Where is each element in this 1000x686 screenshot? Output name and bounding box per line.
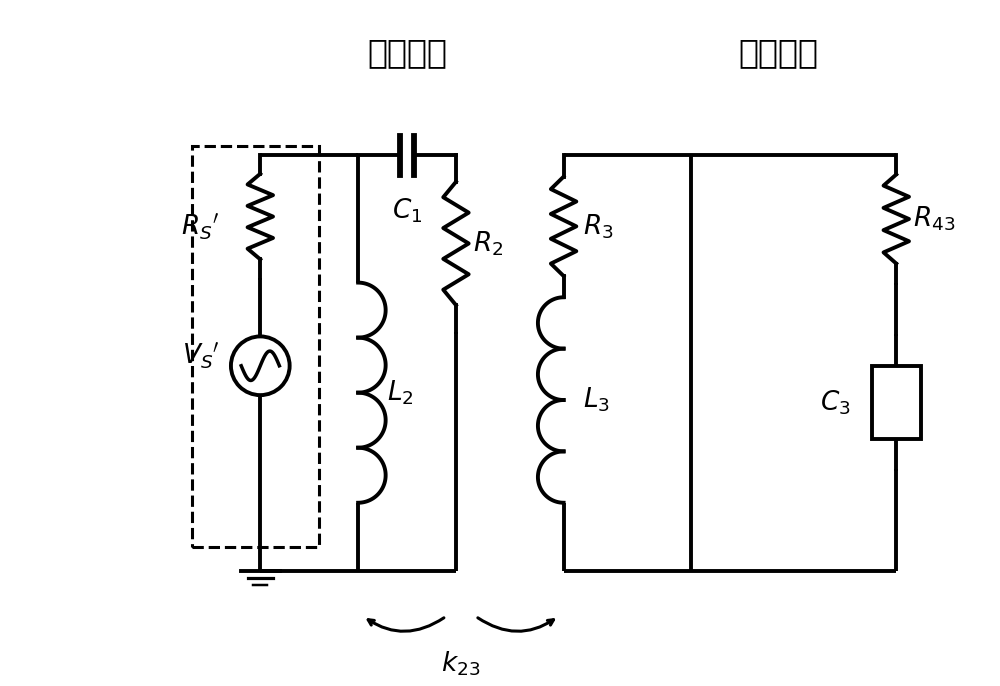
Text: $R_2$: $R_2$ — [473, 229, 503, 258]
Text: $L_2$: $L_2$ — [387, 379, 414, 407]
Text: $k_{23}$: $k_{23}$ — [441, 650, 480, 678]
Text: $C_3$: $C_3$ — [820, 388, 851, 416]
Text: $C_1$: $C_1$ — [392, 196, 422, 225]
Text: $R_3$: $R_3$ — [583, 212, 614, 241]
Text: $R_S{}'$: $R_S{}'$ — [181, 211, 219, 241]
Text: $L_3$: $L_3$ — [583, 386, 610, 414]
Text: $R_{43}$: $R_{43}$ — [913, 204, 955, 233]
Bar — [872, 366, 921, 439]
Text: 接收线圈: 接收线圈 — [739, 36, 819, 69]
Text: $V_S{}'$: $V_S{}'$ — [182, 341, 219, 371]
Text: 发射线圈: 发射线圈 — [367, 36, 447, 69]
